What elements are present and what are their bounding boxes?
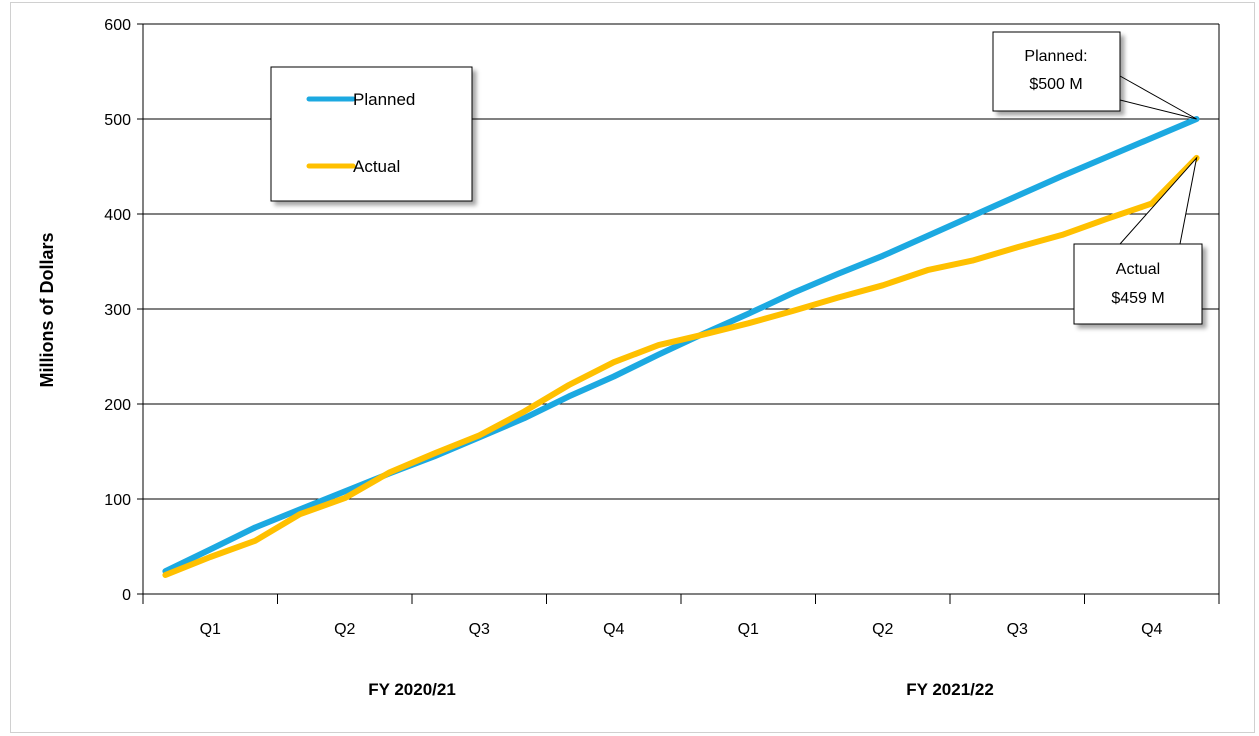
y-tick-label: 0 [122,587,131,604]
x-tick-label: Q4 [603,621,624,638]
callout-pointer-planned [1119,75,1197,120]
x-axis: Q1 Q2 Q3 Q4 Q1 Q2 Q3 Q4 FY 2020/21 FY 2021/22 [142,593,1220,699]
y-tick-label: 100 [104,492,131,509]
fiscal-year-label: FY 2021/22 [906,680,994,699]
x-tick-label: Q4 [1141,621,1162,638]
callouts: Planned: $500 M Actual $459 M [992,31,1203,325]
y-tick-label: 400 [104,207,131,224]
callout-pointer-actual [1118,156,1198,245]
y-tick-label: 300 [104,302,131,319]
y-axis-label: Millions of Dollars [37,232,57,387]
x-tick-label: Q1 [738,621,759,638]
legend: Planned Actual [270,66,473,202]
legend-label-planned: Planned [353,90,415,109]
callout-actual-line2: $459 M [1111,290,1164,307]
callout-planned-line1: Planned: [1024,48,1087,65]
x-tick-label: Q3 [1007,621,1028,638]
legend-label-actual: Actual [353,157,400,176]
series-line-planned [162,116,1200,575]
callout-box-actual [1073,243,1203,325]
x-tick-label: Q2 [334,621,355,638]
callout-box-planned [992,31,1121,112]
callout-actual-line1: Actual [1116,261,1160,278]
x-tick-label: Q2 [872,621,893,638]
y-axis-ticks: 0 100 200 300 400 500 600 [104,17,144,604]
legend-box [270,66,473,202]
x-tick-label: Q1 [200,621,221,638]
y-tick-label: 600 [104,17,131,34]
x-tick-label: Q3 [469,621,490,638]
series-lines [162,116,1200,578]
fiscal-year-label: FY 2020/21 [368,680,456,699]
series-line-actual [162,154,1200,578]
y-tick-label: 500 [104,112,131,129]
callout-planned-line2: $500 M [1029,76,1082,93]
y-tick-label: 200 [104,397,131,414]
